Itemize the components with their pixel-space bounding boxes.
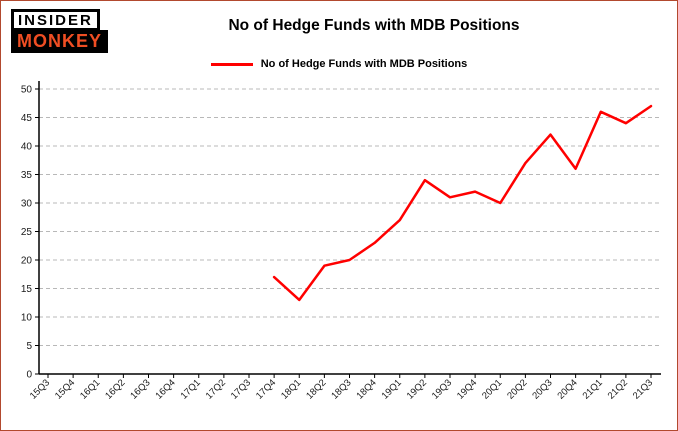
- svg-text:19Q2: 19Q2: [405, 377, 429, 401]
- svg-text:15: 15: [21, 284, 33, 295]
- svg-text:18Q2: 18Q2: [304, 377, 328, 401]
- svg-text:21Q2: 21Q2: [606, 377, 630, 401]
- svg-text:16Q3: 16Q3: [128, 377, 152, 401]
- svg-text:19Q1: 19Q1: [380, 377, 404, 401]
- legend: No of Hedge Funds with MDB Positions: [1, 58, 677, 70]
- svg-text:50: 50: [21, 85, 33, 96]
- svg-text:17Q3: 17Q3: [229, 377, 253, 401]
- svg-text:45: 45: [21, 113, 33, 124]
- svg-text:18Q1: 18Q1: [279, 377, 303, 401]
- legend-line-swatch: [210, 62, 253, 66]
- svg-text:15Q3: 15Q3: [28, 377, 52, 401]
- svg-text:20Q4: 20Q4: [556, 377, 580, 401]
- svg-text:17Q4: 17Q4: [254, 377, 278, 401]
- svg-text:17Q2: 17Q2: [204, 377, 228, 401]
- svg-text:20Q1: 20Q1: [480, 377, 504, 401]
- svg-text:19Q4: 19Q4: [455, 377, 479, 401]
- svg-text:5: 5: [26, 341, 32, 352]
- svg-text:30: 30: [21, 199, 33, 210]
- svg-text:20Q2: 20Q2: [505, 377, 529, 401]
- legend-label: No of Hedge Funds with MDB Positions: [260, 58, 468, 70]
- svg-text:21Q3: 21Q3: [631, 377, 655, 401]
- svg-text:19Q3: 19Q3: [430, 377, 454, 401]
- svg-text:35: 35: [21, 170, 33, 181]
- chart-title: No of Hedge Funds with MDB Positions: [228, 17, 520, 34]
- svg-text:16Q4: 16Q4: [154, 377, 178, 401]
- svg-text:16Q2: 16Q2: [103, 377, 127, 401]
- svg-text:16Q1: 16Q1: [78, 377, 102, 401]
- svg-text:18Q3: 18Q3: [329, 377, 353, 401]
- svg-text:20: 20: [21, 256, 33, 267]
- svg-text:21Q1: 21Q1: [581, 377, 605, 401]
- logo-monkey-text: MONKEY: [11, 30, 109, 53]
- svg-text:18Q4: 18Q4: [355, 377, 379, 401]
- svg-text:0: 0: [26, 370, 32, 381]
- logo-insider-text: INSIDER: [11, 9, 100, 31]
- insider-monkey-logo: INSIDER MONKEY: [11, 9, 109, 53]
- svg-text:10: 10: [21, 313, 33, 324]
- svg-text:20Q3: 20Q3: [530, 377, 554, 401]
- svg-text:40: 40: [21, 142, 33, 153]
- svg-text:25: 25: [21, 227, 33, 238]
- svg-text:15Q4: 15Q4: [53, 377, 77, 401]
- svg-text:17Q1: 17Q1: [179, 377, 203, 401]
